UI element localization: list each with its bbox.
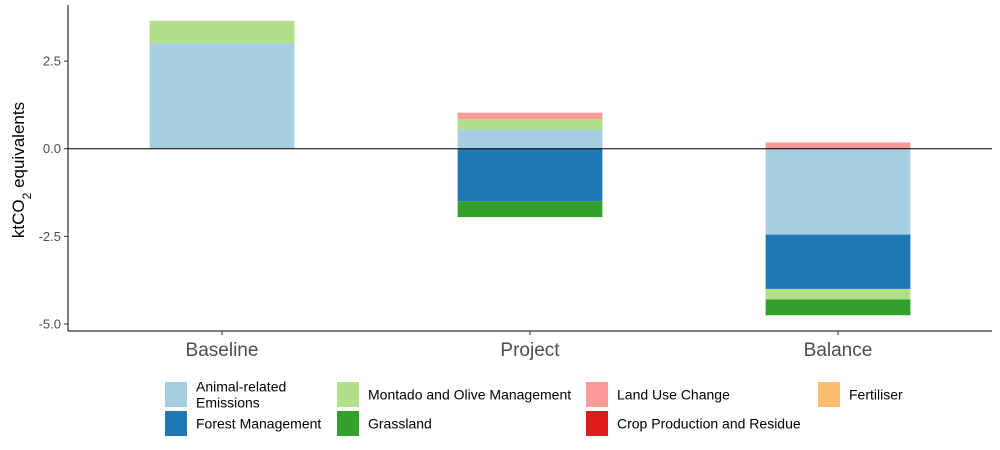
legend-label: Montado and Olive Management <box>368 387 571 403</box>
bar-segment-baseline-montado-and-olive-management <box>149 20 295 44</box>
bar-segment-project-land-use-change <box>457 112 603 119</box>
y-axis-label-subscript: 2 <box>20 192 34 199</box>
y-tick-label: -2.5 <box>39 229 61 244</box>
legend-swatch-icon <box>337 411 359 436</box>
legend-swatch-icon <box>165 411 187 436</box>
bar-segment-project-forest-management <box>457 148 603 202</box>
legend-label: Fertiliser <box>849 387 903 403</box>
legend-swatch-icon <box>586 382 608 407</box>
bar-segment-project-grassland <box>457 201 603 218</box>
bar-segment-balance-grassland <box>765 299 911 316</box>
bar-segment-balance-forest-management <box>765 234 911 289</box>
plot-area <box>68 20 992 316</box>
legend-swatch-icon <box>818 382 840 407</box>
legend-label: Forest Management <box>196 416 321 432</box>
bar-segment-balance-animal-related-emissions <box>765 148 911 235</box>
legend-label: Emissions <box>196 395 260 411</box>
y-axis-label: ktCO2 equivalents <box>9 102 34 238</box>
y-tick-label: -5.0 <box>39 316 61 331</box>
bar-segment-project-montado-and-olive-management <box>457 118 603 130</box>
x-tick-label-balance: Balance <box>804 340 873 361</box>
y-axis-label-main: ktCO <box>9 199 28 238</box>
bar-segment-baseline-animal-related-emissions <box>149 43 295 149</box>
x-tick-label-project: Project <box>500 340 560 361</box>
legend-label: Animal-related <box>196 379 286 395</box>
y-tick-label: 2.5 <box>43 54 61 69</box>
x-tick-label-baseline: Baseline <box>186 340 259 361</box>
legend-swatch-icon <box>337 382 359 407</box>
bar-segment-balance-montado-and-olive-management <box>765 288 911 300</box>
legend-swatch-icon <box>586 411 608 436</box>
y-axis-label-suffix: equivalents <box>9 102 28 193</box>
x-axis: Baseline Project Balance <box>68 330 992 361</box>
y-tick-label: 0.0 <box>43 141 61 156</box>
y-axis: -5.0 -2.5 0.0 2.5 <box>39 5 69 331</box>
legend-swatch-icon <box>165 382 187 407</box>
legend-label: Crop Production and Residue <box>617 416 801 432</box>
legend-label: Grassland <box>368 416 432 432</box>
bar-segment-project-animal-related-emissions <box>457 129 603 149</box>
legend-label: Land Use Change <box>617 387 730 403</box>
bar-segment-balance-land-use-change <box>765 142 911 149</box>
